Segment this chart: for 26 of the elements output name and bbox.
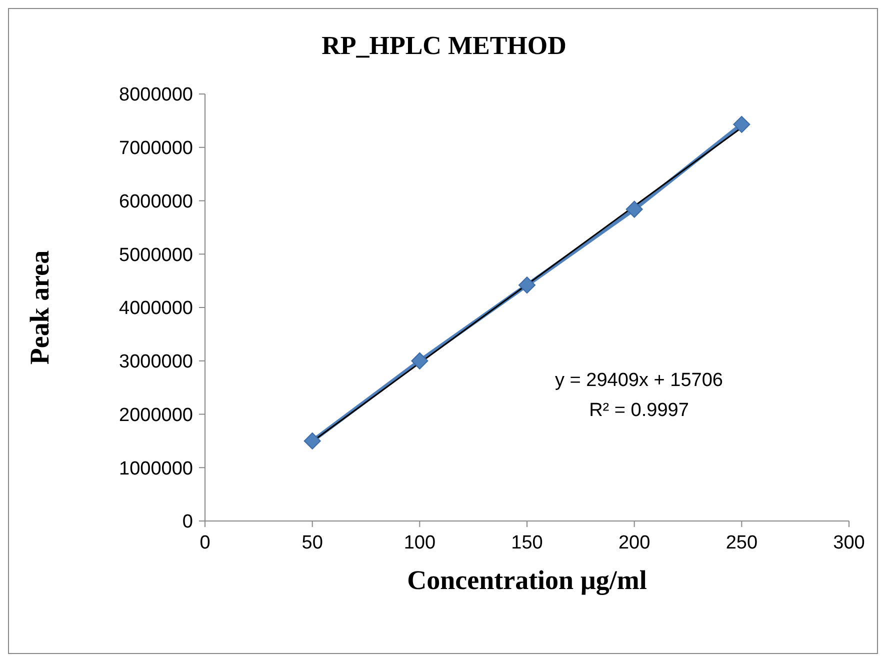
annotation: R² = 0.9997: [588, 399, 690, 423]
point: [304, 432, 321, 450]
x-axis-title: Concentration µg/ml: [407, 565, 648, 595]
point: [518, 276, 536, 294]
y-axis-title: Peak area: [24, 250, 55, 365]
x-tick-label: 100: [404, 532, 436, 554]
y-tick-label: 4000000: [119, 298, 193, 320]
y-tick-label: 2000000: [119, 404, 193, 426]
x-tick-label: 0: [200, 532, 210, 554]
point: [733, 116, 750, 133]
point: [626, 200, 643, 218]
y-tick-label: 6000000: [119, 191, 193, 212]
x-tick-label: 250: [726, 532, 758, 554]
y-tick-label: 8000000: [119, 84, 193, 106]
x-tick-label: 150: [511, 532, 543, 554]
point: [411, 352, 428, 370]
y-tick-label: 5000000: [119, 244, 193, 266]
x-tick-label: 300: [833, 532, 865, 554]
y-tick-label: 3000000: [119, 352, 193, 373]
x-tick-label: 50: [302, 532, 323, 554]
y-tick-label: 7000000: [119, 138, 193, 160]
y-tick-label: 0: [182, 512, 193, 533]
chart-title: RP_HPLC METHOD: [320, 31, 568, 61]
y-tick-label: 1000000: [119, 458, 193, 480]
annotation: y = 29409x + 15706: [554, 369, 724, 393]
x-tick-label: 200: [618, 532, 650, 554]
